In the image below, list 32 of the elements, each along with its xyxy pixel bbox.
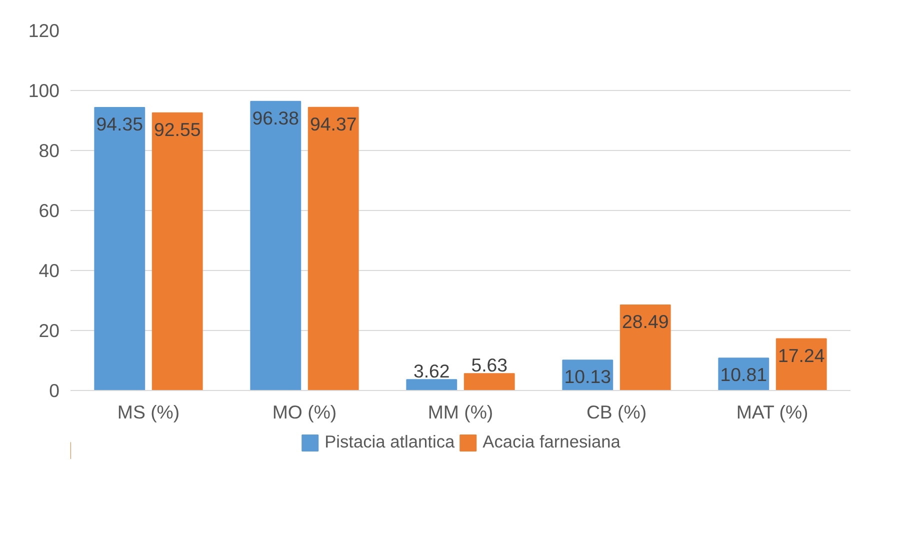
x-tick-label: CB (%) [586,402,647,422]
bar [776,338,827,390]
bar [250,100,302,390]
data-label: 10.13 [564,366,611,388]
legend-label: Acacia farnesiana [482,432,620,452]
y-tick-label: 120 [28,20,60,41]
y-tick-label: 20 [38,320,60,341]
bar [94,106,146,390]
bar [620,304,671,390]
data-label: 3.62 [413,360,450,382]
data-label: 94.35 [96,113,143,134]
x-tick-label: MM (%) [428,402,494,422]
x-tick-label: MS (%) [117,402,180,422]
data-label: 96.38 [252,107,299,128]
y-tick-label: 80 [38,140,60,161]
y-tick-label: 60 [38,200,60,221]
y-tick-label: 40 [38,260,60,281]
data-label: 5.63 [471,354,508,376]
x-tick-label: MAT (%) [736,402,808,422]
data-label: 92.55 [154,118,201,140]
y-tick-label: 0 [49,380,60,401]
y-tick-label: 100 [28,80,60,101]
data-label: 28.49 [622,311,669,332]
bar [308,106,359,390]
legend-label: Pistacia atlantica [324,432,455,452]
data-label: 94.37 [310,113,357,134]
bar [406,379,458,390]
bar [152,112,203,390]
x-tick-label: MO (%) [272,402,337,422]
data-label: 17.24 [778,344,825,366]
bar [464,373,515,390]
data-label: 10.81 [720,364,767,386]
